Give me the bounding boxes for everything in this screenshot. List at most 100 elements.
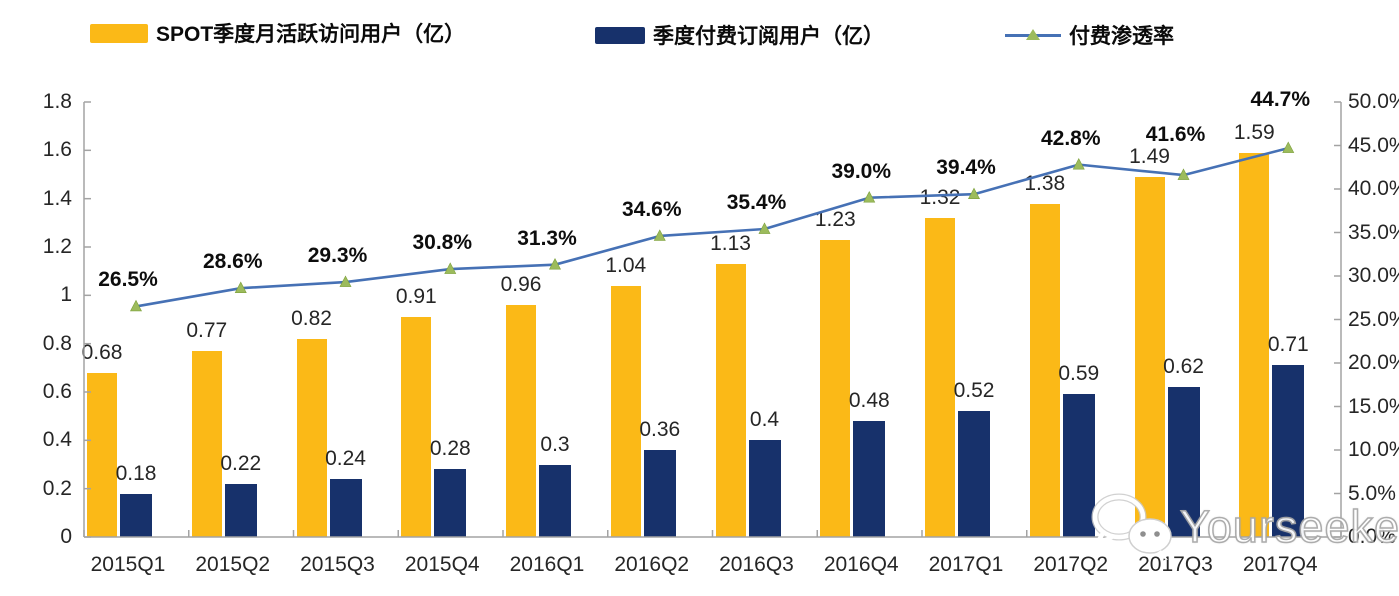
triangle-marker-icon — [549, 258, 561, 270]
x-axis-category-label: 2017Q1 — [928, 553, 1004, 576]
subscribers-value-label: 0.62 — [1163, 355, 1204, 379]
triangle-marker-icon — [1177, 168, 1190, 180]
penetration-value-label: 39.0% — [831, 159, 892, 183]
mau-bar — [1134, 176, 1165, 537]
penetration-value-label: 26.5% — [98, 268, 158, 292]
mau-value-label: 1.59 — [1233, 120, 1275, 144]
mau-value-label: 0.91 — [395, 285, 437, 309]
penetration-value-label: 30.8% — [412, 231, 473, 255]
right-axis-tick-label: 25.0% — [1348, 307, 1399, 331]
subscribers-value-label: 0.22 — [220, 451, 262, 475]
subscribers-value-label: 0.24 — [325, 447, 366, 470]
mau-bar — [1029, 203, 1060, 537]
triangle-marker-icon — [758, 222, 771, 234]
right-axis-tick-label: 35.0% — [1348, 220, 1399, 244]
subscribers-value-label: 0.71 — [1267, 333, 1309, 357]
subscribers-bar — [434, 469, 467, 537]
left-axis-tick-label: 1 — [60, 283, 72, 307]
mau-value-label: 1.23 — [814, 207, 856, 231]
left-axis-tick-label: 0.2 — [42, 476, 72, 500]
left-axis-tick-label: 0.4 — [42, 428, 72, 452]
triangle-marker-icon — [130, 299, 142, 312]
mau-bar — [925, 218, 955, 537]
subscribers-bar — [643, 450, 676, 537]
x-axis-category-label: 2016Q4 — [823, 553, 899, 576]
penetration-value-label: 28.6% — [202, 250, 263, 274]
subscribers-bar-swatch-icon — [595, 26, 645, 44]
subscribers-value-label: 0.18 — [115, 461, 157, 485]
mau-value-label: 0.96 — [500, 273, 542, 296]
legend-label-mau: SPOT季度月活跃访问用户（亿） — [156, 23, 466, 46]
subscribers-bar — [539, 464, 571, 537]
subscribers-bar — [224, 483, 257, 537]
penetration-line — [135, 146, 1289, 308]
penetration-value-label: 39.4% — [936, 156, 996, 180]
x-axis-category-label: 2017Q2 — [1033, 553, 1109, 576]
triangle-marker-icon — [444, 262, 457, 274]
subscribers-bar — [748, 440, 781, 537]
left-axis-tick-label: 0.6 — [42, 380, 72, 403]
penetration-value-label: 41.6% — [1145, 123, 1206, 147]
mau-value-label: 0.77 — [186, 318, 228, 342]
x-axis-category-label: 2016Q1 — [509, 553, 585, 576]
penetration-value-label: 35.4% — [726, 191, 787, 215]
mau-value-label: 1.32 — [919, 186, 961, 209]
line-marker-icon — [1005, 28, 1061, 42]
watermark-text: Yourseeker — [1179, 500, 1399, 553]
left-axis-tick-label: 1.2 — [42, 235, 72, 258]
subscribers-value-label: 0.52 — [953, 379, 995, 403]
x-axis-category-label: 2015Q1 — [90, 553, 166, 576]
triangle-marker-icon — [1072, 157, 1085, 170]
subscribers-value-label: 0.36 — [639, 418, 681, 441]
left-axis-tick-label: 0.8 — [42, 331, 72, 355]
left-axis-tick-label: 0 — [60, 525, 72, 548]
subscribers-bar — [1167, 387, 1200, 537]
mau-bar — [296, 338, 327, 537]
right-axis-tick-label: 0.0% — [1348, 525, 1396, 548]
subscribers-bar — [120, 493, 152, 537]
mau-bar — [715, 263, 746, 537]
x-axis-category-label: 2015Q3 — [300, 553, 375, 576]
subscribers-bar — [853, 421, 886, 537]
subscribers-bar — [958, 411, 990, 537]
penetration-value-label: 34.6% — [621, 197, 682, 221]
subscribers-bar — [329, 479, 362, 537]
x-axis-category-label: 2016Q3 — [719, 553, 794, 576]
mau-bar — [87, 372, 117, 537]
subscribers-value-label: 0.4 — [749, 408, 780, 432]
left-axis-tick-label: 1.8 — [42, 90, 72, 113]
subscribers-value-label: 0.28 — [429, 437, 471, 461]
x-axis-category-label: 2015Q4 — [404, 553, 480, 576]
right-axis-tick-label: 5.0% — [1348, 481, 1396, 505]
right-axis-tick-label: 20.0% — [1348, 351, 1399, 374]
triangle-marker-icon — [1026, 29, 1040, 40]
subscribers-value-label: 0.3 — [540, 432, 570, 456]
mau-value-label: 1.38 — [1024, 171, 1066, 195]
legend-item-mau: SPOT季度月活跃访问用户（亿） — [90, 18, 465, 48]
triangle-marker-icon — [863, 191, 876, 203]
mau-bar — [610, 285, 641, 537]
subscribers-bar — [1272, 365, 1305, 537]
legend-item-penetration: 付费渗透率 — [1005, 20, 1174, 50]
mau-bar-swatch-icon — [90, 23, 148, 43]
penetration-value-label: 31.3% — [517, 226, 577, 250]
triangle-marker-icon — [968, 187, 980, 200]
left-axis-tick-label: 1.6 — [42, 138, 72, 162]
mau-bar — [820, 239, 851, 537]
right-axis-tick-label: 40.0% — [1348, 177, 1399, 200]
right-axis-tick-label: 45.0% — [1348, 133, 1399, 157]
mau-value-label: 1.49 — [1129, 144, 1170, 168]
legend-item-subscribers: 季度付费订阅用户（亿） — [595, 20, 884, 50]
legend-label-subscribers: 季度付费订阅用户（亿） — [653, 25, 884, 48]
legend-label-penetration: 付费渗透率 — [1069, 25, 1174, 48]
right-axis-tick-label: 50.0% — [1348, 90, 1399, 113]
x-axis-category-label: 2015Q2 — [195, 553, 271, 576]
penetration-value-label: 29.3% — [307, 244, 368, 268]
triangle-marker-icon — [1282, 141, 1295, 153]
subscribers-value-label: 0.59 — [1058, 362, 1100, 386]
right-axis-tick-label: 30.0% — [1348, 264, 1399, 287]
mau-bar — [506, 305, 536, 537]
x-axis-category-label: 2017Q4 — [1242, 553, 1318, 576]
x-axis-category-label: 2017Q3 — [1138, 553, 1213, 576]
